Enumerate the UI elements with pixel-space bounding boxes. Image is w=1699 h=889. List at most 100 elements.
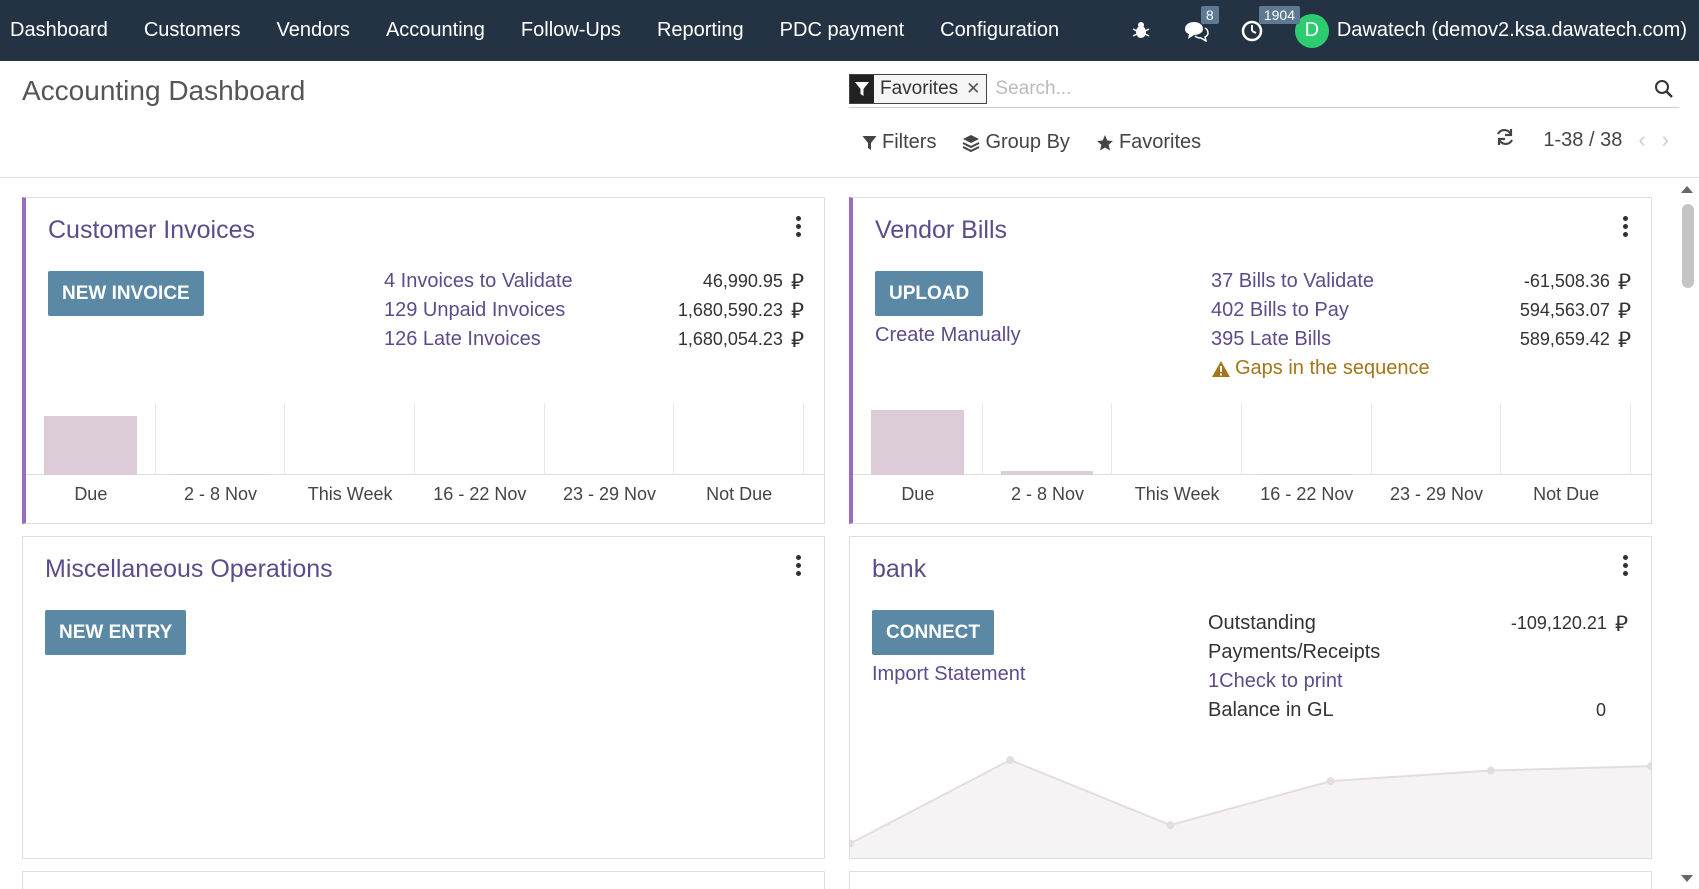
chart-column (1501, 403, 1631, 475)
page-title: Accounting Dashboard (22, 75, 306, 106)
connect-button[interactable]: CONNECT (872, 610, 994, 655)
line-point (1166, 821, 1175, 830)
late-invoices-link[interactable]: 126 Late Invoices (384, 328, 541, 350)
chart-label: 23 - 29 Nov (1389, 484, 1484, 504)
group-by-label: Group By (985, 131, 1070, 153)
outstanding-label-2: Payments/Receipts (1208, 641, 1381, 663)
invoice-aging-chart[interactable]: Due 2 - 8 Nov This Week 16 - 22 Nov 23 - 29 … (26, 395, 824, 515)
new-entry-button[interactable]: NEW ENTRY (45, 610, 187, 655)
bills-to-validate-link[interactable]: 37 Bills to Validate (1211, 270, 1375, 292)
kebab-menu-icon[interactable] (796, 555, 802, 579)
menu-configuration[interactable]: Configuration (940, 19, 1060, 41)
chart-column (674, 403, 804, 475)
pager-previous-icon[interactable]: ‹ (1638, 127, 1646, 152)
pager: 1-38 / 38 ‹ › (1495, 127, 1669, 153)
line-point (850, 839, 854, 848)
chart-column (285, 403, 415, 475)
menu-dashboard[interactable]: Dashboard (10, 19, 108, 41)
chart-bar[interactable] (871, 410, 964, 475)
menu-reporting[interactable]: Reporting (656, 19, 744, 41)
menu-vendors[interactable]: Vendors (276, 19, 350, 41)
menu-follow-ups[interactable]: Follow-Ups (520, 19, 621, 41)
user-menu[interactable]: D Dawatech (demov2.ksa.dawatech.com) (1294, 13, 1687, 48)
bills-aging-chart[interactable]: Due 2 - 8 Nov This Week 16 - 22 Nov 23 - 29 … (853, 395, 1651, 515)
scroll-down-arrow[interactable] (1681, 875, 1693, 882)
stat-amount: 46,990.95 (702, 271, 783, 291)
chart-label: 2 - 8 Nov (1010, 484, 1084, 504)
kebab-menu-icon[interactable] (796, 216, 802, 240)
chart-bar[interactable] (1260, 474, 1353, 475)
filter-icon (862, 135, 877, 150)
currency-symbol: ⃁ (1617, 297, 1631, 323)
upload-button[interactable]: UPLOAD (875, 271, 984, 316)
filters-button[interactable]: Filters (862, 131, 936, 154)
currency-symbol: ⃁ (1614, 611, 1628, 636)
stat-amount: -61,508.36 (1523, 271, 1610, 291)
currency-symbol: ⃁ (790, 268, 804, 294)
star-icon (1096, 134, 1113, 150)
chart-label: This Week (307, 484, 393, 504)
chart-column (1242, 403, 1372, 475)
chart-label: Not Due (1533, 484, 1600, 504)
kebab-menu-icon[interactable] (1623, 216, 1629, 240)
late-bills-link[interactable]: 395 Late Bills (1211, 328, 1332, 350)
vendor-bills-card: Vendor Bills UPLOAD Create Manually 37 B… (849, 197, 1652, 524)
user-name: Dawatech (demov2.ksa.dawatech.com) (1336, 19, 1687, 41)
bank-balance-line-chart[interactable] (850, 748, 1651, 858)
check-to-print-link[interactable]: 1Check to print (1208, 670, 1343, 692)
gaps-warning[interactable]: Gaps in the sequence (1211, 357, 1430, 380)
menu-accounting[interactable]: Accounting (385, 19, 485, 41)
messages-count-badge: 8 (1200, 5, 1219, 24)
card-title[interactable]: Customer Invoices (48, 216, 256, 244)
pager-value[interactable]: 1-38 / 38 (1543, 128, 1623, 151)
bank-stats: Outstanding Payments/Receipts -109,120.2… (1208, 609, 1628, 725)
search-options: Filters Group By Favorites (862, 131, 1227, 154)
group-by-button[interactable]: Group By (962, 131, 1070, 154)
card-title[interactable]: Vendor Bills (875, 216, 1008, 244)
chart-column (156, 403, 286, 475)
kebab-menu-icon[interactable] (1623, 555, 1629, 579)
card-title[interactable]: Miscellaneous Operations (45, 555, 333, 583)
bills-to-pay-link[interactable]: 402 Bills to Pay (1211, 299, 1349, 321)
menu-customers[interactable]: Customers (143, 19, 241, 41)
balance-value: 0 (1595, 700, 1606, 720)
line-area (850, 760, 1651, 858)
chart-baseline (26, 474, 824, 475)
chart-label: Due (74, 484, 108, 504)
search-input[interactable] (995, 78, 1649, 100)
currency-symbol: ⃁ (1617, 326, 1631, 352)
bank-card: bank CONNECT Import Statement Outstandin… (849, 536, 1652, 859)
chart-label: 2 - 8 Nov (183, 484, 257, 504)
chart-bar[interactable] (44, 415, 137, 475)
create-manually-link[interactable]: Create Manually (875, 324, 1021, 346)
import-statement-link[interactable]: Import Statement (872, 663, 1026, 685)
debug-bug-icon[interactable] (1131, 21, 1151, 41)
stat-row: 126 Late Invoices 1,680,054.23 ⃁ (384, 327, 804, 352)
scroll-up-arrow[interactable] (1681, 186, 1693, 193)
filter-funnel-icon (850, 75, 874, 103)
chart-column (415, 403, 545, 475)
stat-amount: 589,659.42 (1519, 329, 1610, 349)
messages-icon[interactable]: 8 (1183, 5, 1219, 42)
unpaid-invoices-link[interactable]: 129 Unpaid Invoices (384, 299, 566, 321)
new-invoice-button[interactable]: NEW INVOICE (48, 271, 204, 316)
reload-icon[interactable] (1495, 127, 1515, 153)
facet-remove-icon[interactable]: ✕ (964, 75, 987, 103)
scrollbar-thumb[interactable] (1682, 204, 1694, 288)
card-title[interactable]: bank (872, 555, 927, 583)
warning-icon (1212, 360, 1230, 377)
misc-operations-card: Miscellaneous Operations NEW ENTRY (22, 536, 825, 859)
search-icon[interactable] (1649, 79, 1679, 99)
line-point (1647, 762, 1651, 771)
next-card-left (22, 871, 825, 889)
activities-clock-icon[interactable]: 1904 (1241, 5, 1300, 42)
favorites-button[interactable]: Favorites (1096, 131, 1201, 154)
customer-invoices-card: Customer Invoices NEW INVOICE 4 Invoices… (22, 197, 825, 524)
chart-bar[interactable] (1000, 470, 1094, 475)
menu-pdc-payment[interactable]: PDC payment (779, 19, 905, 41)
chart-bar[interactable] (173, 473, 267, 475)
chart-column (1112, 403, 1242, 475)
control-panel: Accounting Dashboard Favorites ✕ Filters… (0, 61, 1699, 178)
invoices-to-validate-link[interactable]: 4 Invoices to Validate (384, 270, 573, 292)
pager-next-icon[interactable]: › (1661, 127, 1669, 152)
